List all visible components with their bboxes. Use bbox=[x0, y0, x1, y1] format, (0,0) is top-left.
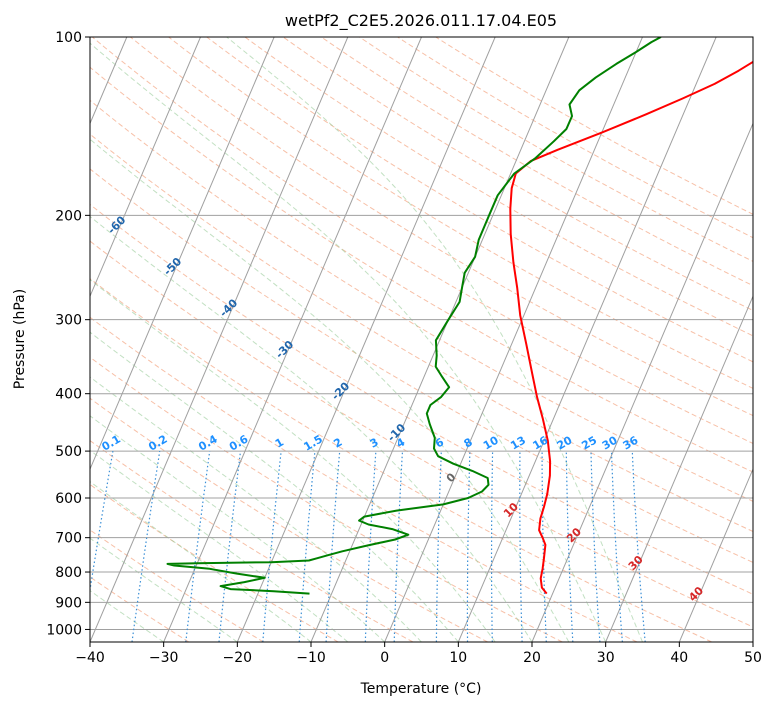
moist-adiabat bbox=[90, 138, 570, 642]
dry-adiabat bbox=[320, 37, 753, 287]
moist-adiabat bbox=[90, 215, 533, 642]
isotherm bbox=[236, 37, 496, 642]
y-tick-label: 1000 bbox=[46, 622, 82, 638]
x-axis-label: Temperature (°C) bbox=[360, 681, 482, 697]
series-temperature-line bbox=[509, 60, 753, 595]
dry-adiabat bbox=[244, 37, 753, 337]
y-tick-label: 500 bbox=[55, 444, 82, 460]
isotherm bbox=[90, 37, 275, 471]
chart-title: wetPf2_C2E5.2026.011.17.04.E05 bbox=[285, 11, 557, 31]
y-tick-label: 300 bbox=[55, 313, 82, 329]
isotherm bbox=[605, 295, 753, 642]
y-tick-label: 100 bbox=[55, 30, 82, 46]
series-layer bbox=[166, 37, 753, 595]
y-tick-label: 900 bbox=[55, 595, 82, 611]
dry-adiabat bbox=[90, 168, 753, 563]
x-tick-label: −30 bbox=[149, 650, 179, 666]
dry-adiabat bbox=[90, 440, 414, 642]
x-tick-label: 40 bbox=[670, 650, 688, 666]
x-tick-label: 0 bbox=[380, 650, 389, 666]
tick-layer: −40 −30 −20 −10 0 10 20 30 40 50 100 200 300 400 500 60… bbox=[46, 30, 762, 666]
x-tick-label: −40 bbox=[75, 650, 105, 666]
dry-adiabat bbox=[90, 278, 712, 642]
dry-adiabat bbox=[359, 37, 753, 262]
isotherm bbox=[90, 37, 349, 642]
moist-adiabat bbox=[90, 376, 422, 642]
isotherm bbox=[310, 37, 570, 642]
moist-adiabat bbox=[90, 449, 349, 642]
moist-adiabat bbox=[90, 589, 164, 642]
y-tick-label: 700 bbox=[55, 531, 82, 547]
isotherm bbox=[678, 467, 753, 642]
mixing-ratio-line bbox=[90, 451, 114, 594]
isotherm bbox=[457, 37, 717, 642]
y-tick-label: 800 bbox=[55, 565, 82, 581]
dry-adiabat bbox=[130, 37, 753, 417]
moist-adiabat bbox=[90, 537, 238, 642]
isotherm bbox=[384, 37, 643, 642]
dry-adiabat bbox=[90, 529, 264, 642]
moist-adiabat bbox=[90, 415, 386, 642]
y-tick-label: 600 bbox=[55, 491, 82, 507]
dry-adiabat bbox=[90, 203, 753, 595]
y-tick-label: 400 bbox=[55, 387, 82, 403]
dry-adiabat bbox=[90, 240, 753, 628]
isotherm bbox=[90, 37, 201, 298]
dry-adiabat bbox=[90, 133, 753, 533]
moist-adiabat bbox=[90, 279, 496, 642]
y-tick-label: 200 bbox=[55, 208, 82, 224]
x-tick-label: 20 bbox=[523, 650, 541, 666]
x-tick-label: −10 bbox=[296, 650, 326, 666]
moist-adiabat bbox=[90, 331, 459, 642]
mixing-ratio-line bbox=[131, 451, 161, 642]
dry-adiabat bbox=[90, 66, 753, 473]
mixing-ratio-line bbox=[185, 451, 211, 642]
dry-adiabat bbox=[206, 37, 753, 363]
isotherm bbox=[163, 37, 422, 642]
grid-layer bbox=[90, 37, 753, 642]
series-dewpoint-line bbox=[166, 37, 662, 595]
plot-frame bbox=[89, 36, 754, 643]
plot-background bbox=[90, 37, 753, 642]
moist-adiabat bbox=[226, 37, 643, 642]
x-tick-label: −20 bbox=[223, 650, 253, 666]
isotherm bbox=[531, 122, 753, 642]
mixing-ratio-line bbox=[218, 451, 242, 642]
x-tick-label: 30 bbox=[597, 650, 615, 666]
x-tick-label: 10 bbox=[449, 650, 467, 666]
x-tick-label: 50 bbox=[744, 650, 762, 666]
y-axis-label: Pressure (hPa) bbox=[12, 289, 28, 389]
